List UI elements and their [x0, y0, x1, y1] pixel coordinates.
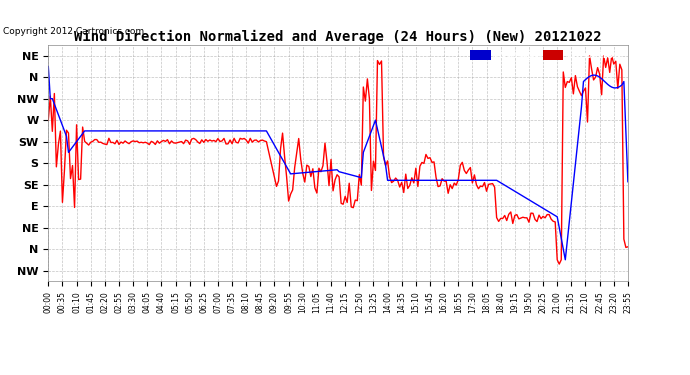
Text: Copyright 2012 Cartronics.com: Copyright 2012 Cartronics.com: [3, 27, 145, 36]
Average: [337, 170, 345, 174]
Direction: [624, 244, 632, 249]
Direction: [95, 140, 103, 145]
Legend: Average, Direction: Average, Direction: [469, 48, 622, 63]
Average: [555, 225, 563, 230]
Average: [624, 180, 632, 184]
Direction: [575, 89, 584, 93]
Average: [561, 258, 569, 262]
Average: [531, 201, 539, 206]
Direction: [585, 54, 593, 58]
Direction: [44, 118, 52, 122]
Title: Wind Direction Normalized and Average (24 Hours) (New) 20121022: Wind Direction Normalized and Average (2…: [75, 30, 602, 44]
Line: Direction: Direction: [48, 56, 628, 264]
Direction: [557, 258, 565, 262]
Direction: [541, 216, 549, 220]
Line: Average: Average: [48, 66, 628, 260]
Average: [95, 129, 103, 133]
Average: [575, 124, 584, 128]
Average: [541, 207, 549, 212]
Average: [44, 64, 52, 69]
Direction: [337, 201, 345, 206]
Direction: [531, 217, 539, 222]
Direction: [555, 262, 563, 266]
